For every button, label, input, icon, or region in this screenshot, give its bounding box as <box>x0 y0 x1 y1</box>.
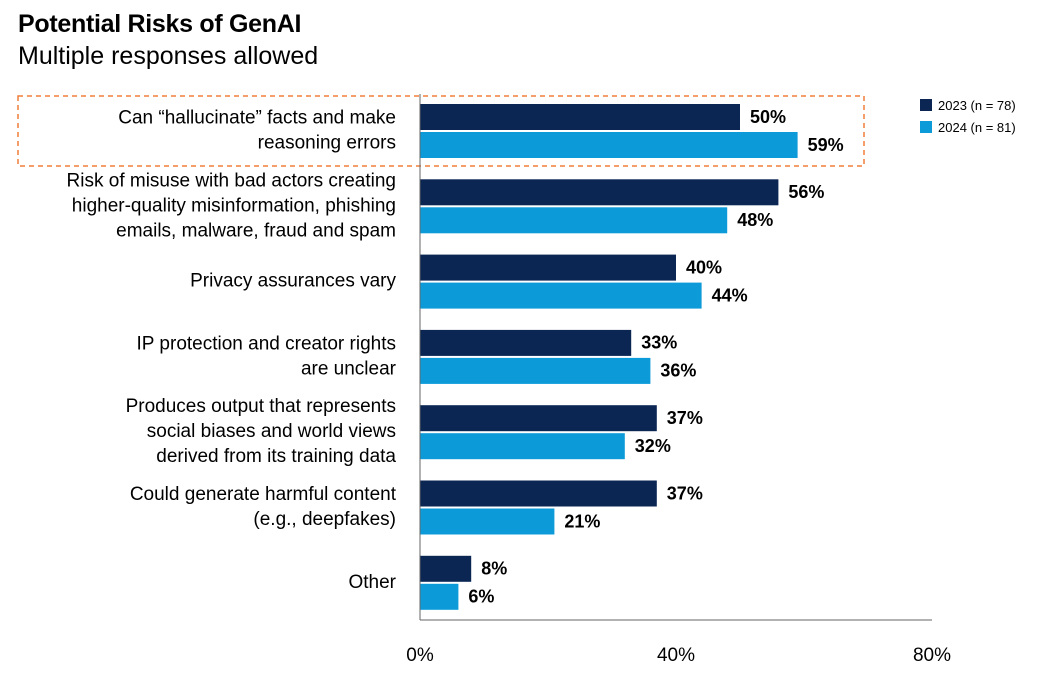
category-label: derived from its training data <box>156 446 396 467</box>
legend-swatch-2023 <box>920 99 932 111</box>
bar-2024 <box>420 207 728 234</box>
x-tick-label: 0% <box>406 645 434 666</box>
highlight-box <box>17 95 865 167</box>
chart-legend: 2023 (n = 78) 2024 (n = 81) <box>920 94 1016 138</box>
bar-2023 <box>420 329 632 356</box>
bar-2024 <box>420 132 798 158</box>
x-tick-label: 80% <box>913 645 951 666</box>
category-label: (e.g., deepfakes) <box>253 509 396 530</box>
bar-2023 <box>420 179 779 206</box>
data-label: 36% <box>660 361 696 381</box>
category-label: Could generate harmful content <box>130 484 397 505</box>
bar-2023 <box>420 104 740 130</box>
legend-label-2023: 2023 (n = 78) <box>938 97 1016 113</box>
category-label: social biases and world views <box>147 421 396 442</box>
bar-2024 <box>420 583 459 610</box>
data-label: 33% <box>641 333 677 353</box>
data-label: 8% <box>481 559 507 579</box>
legend-item-2023: 2023 (n = 78) <box>920 94 1016 116</box>
bar-2023 <box>420 405 657 432</box>
bar-2024 <box>420 282 702 309</box>
data-label: 37% <box>667 408 703 428</box>
data-label: 48% <box>737 210 773 230</box>
data-label: 32% <box>635 436 671 456</box>
category-label: IP protection and creator rights <box>137 333 396 354</box>
category-label: emails, malware, fraud and spam <box>116 220 396 241</box>
data-label: 59% <box>808 135 844 155</box>
bar-2024 <box>420 508 555 535</box>
category-label: Other <box>348 572 396 593</box>
legend-item-2024: 2024 (n = 81) <box>920 116 1016 138</box>
category-label: Produces output that represents <box>126 396 396 417</box>
data-label: 6% <box>468 587 494 607</box>
category-label: reasoning errors <box>258 133 396 154</box>
x-tick-label: 40% <box>657 645 695 666</box>
data-label: 56% <box>788 182 824 202</box>
data-label: 40% <box>686 257 722 277</box>
category-label: Privacy assurances vary <box>190 271 396 292</box>
category-label: Can “hallucinate” facts and make <box>118 108 396 129</box>
bar-2023 <box>420 480 657 507</box>
category-label: higher-quality misinformation, phishing <box>72 195 396 216</box>
category-label: Risk of misuse with bad actors creating <box>67 170 396 191</box>
legend-swatch-2024 <box>920 121 932 133</box>
bar-2023 <box>420 254 676 281</box>
bar-2023 <box>420 555 472 582</box>
bar-2024 <box>420 357 651 384</box>
legend-label-2024: 2024 (n = 81) <box>938 119 1016 135</box>
chart-subtitle: Multiple responses allowed <box>18 42 319 70</box>
data-label: 44% <box>712 285 748 305</box>
bar-2024 <box>420 433 625 460</box>
data-label: 21% <box>564 511 600 531</box>
category-label: are unclear <box>301 358 397 379</box>
data-label: 37% <box>667 483 703 503</box>
data-label: 50% <box>750 107 786 127</box>
chart-title: Potential Risks of GenAI <box>18 10 302 38</box>
